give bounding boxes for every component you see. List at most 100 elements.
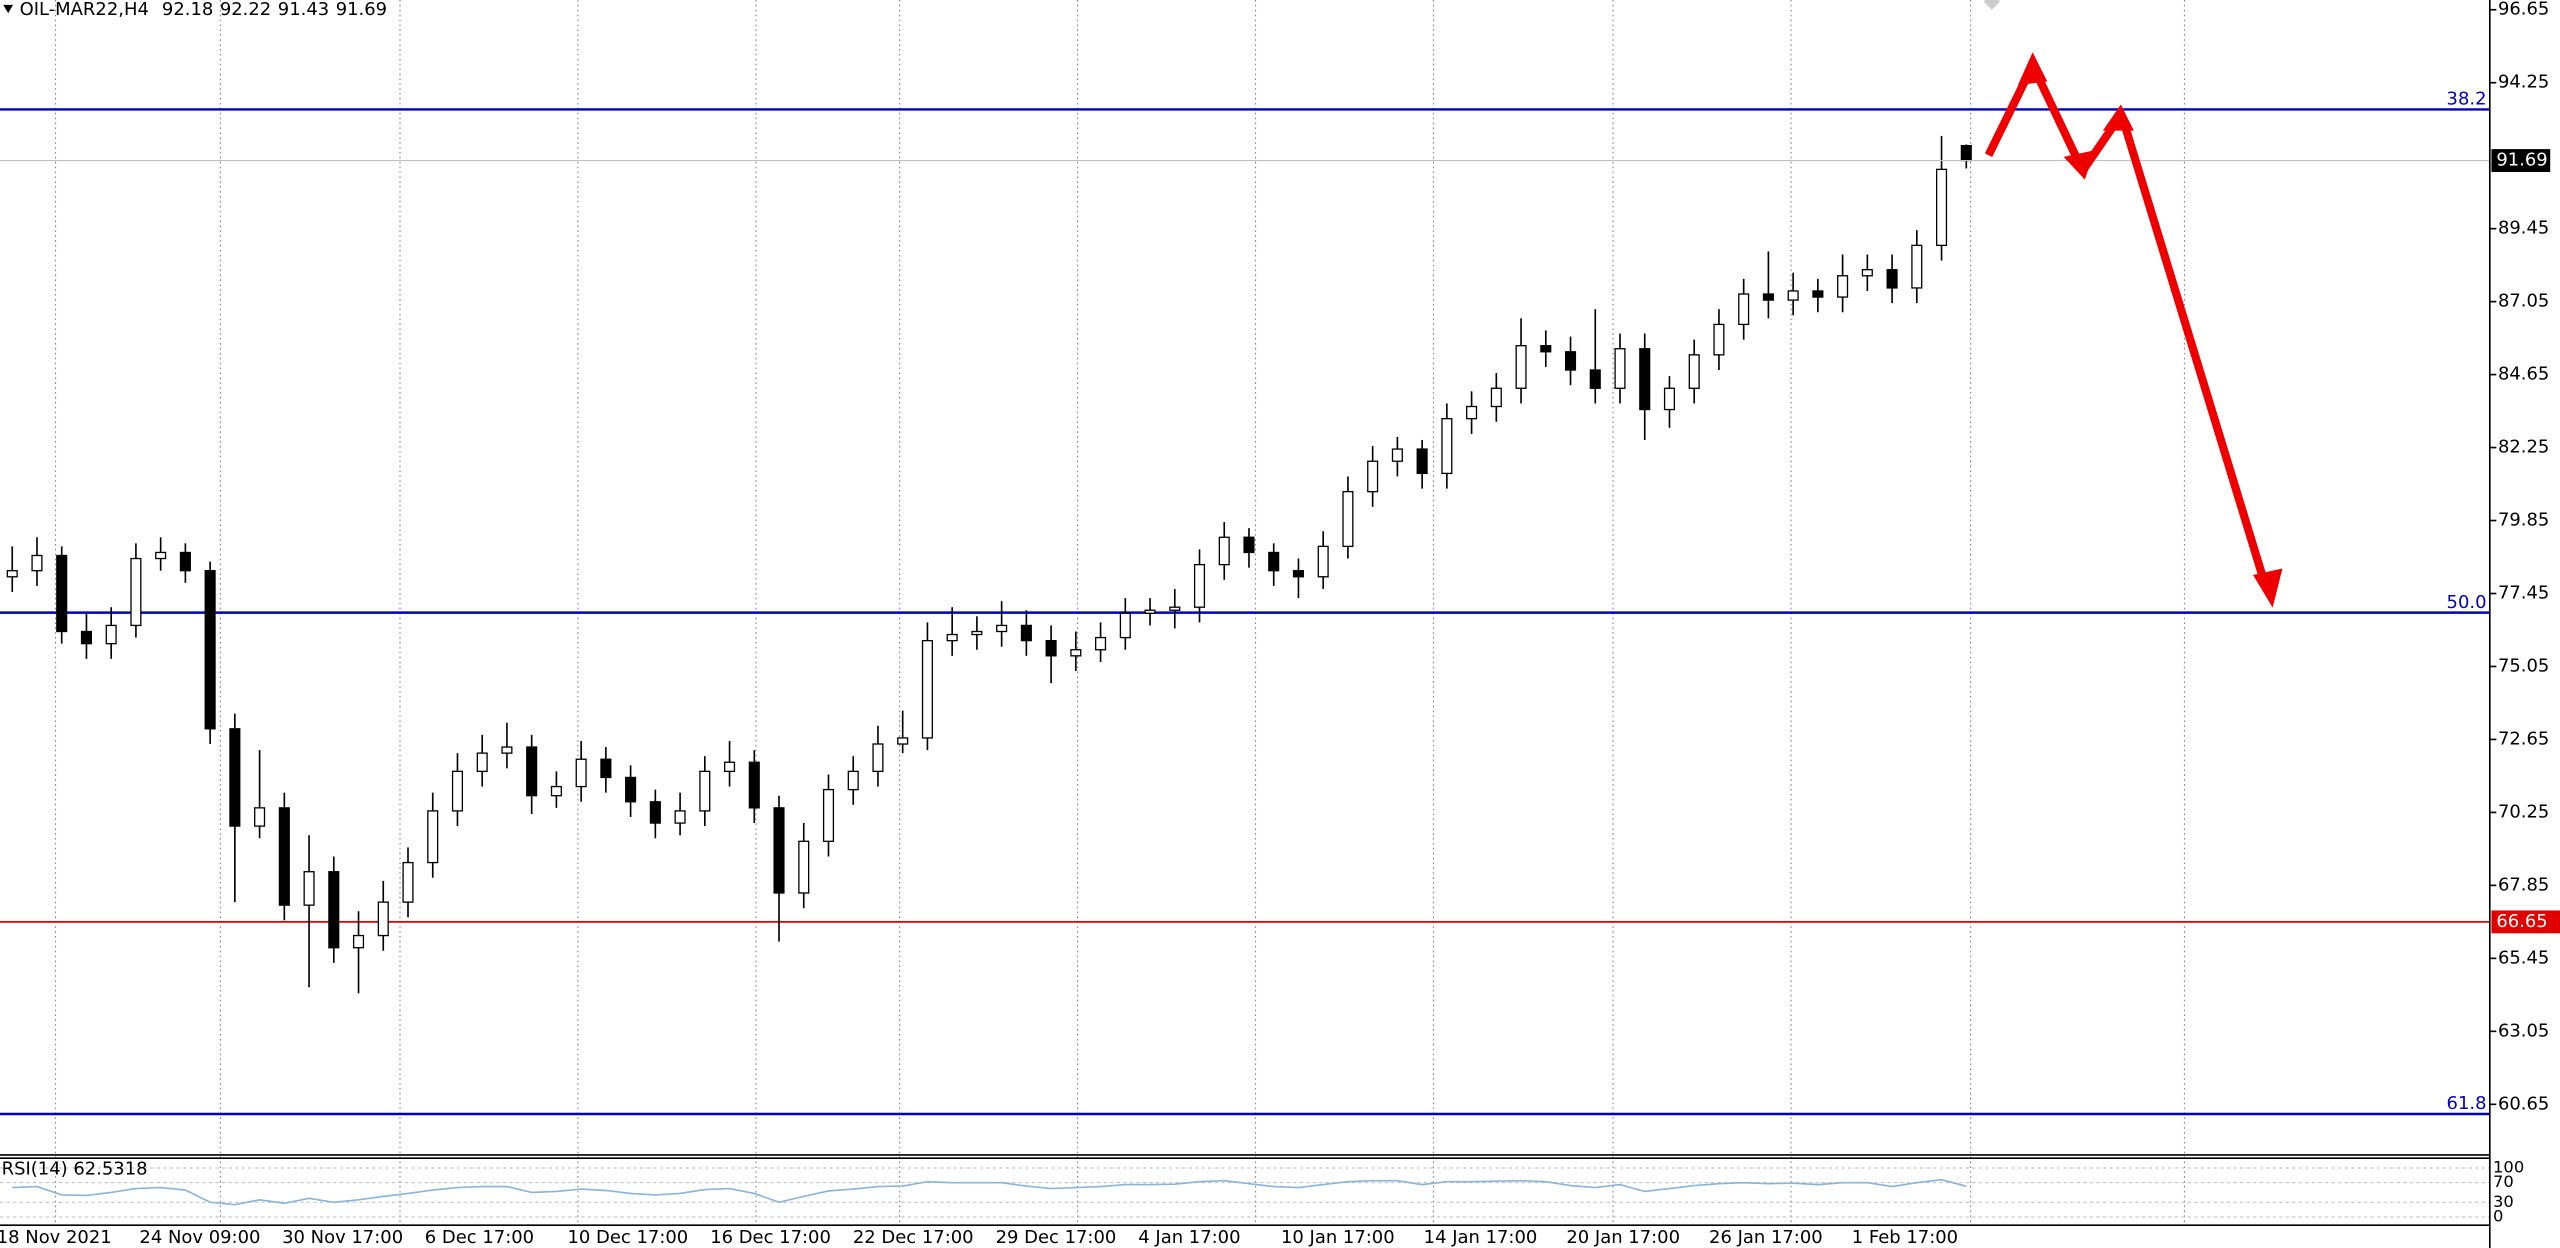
candle-body [649,801,661,824]
candle-body [1391,448,1403,462]
rsi-tick-label: 0 [2493,1206,2503,1225]
y-tick-label: 72.65 [2498,728,2549,749]
candle-body [1045,639,1057,657]
arrow [2030,66,2084,167]
candle-body [254,807,266,827]
fib-level-label: 61.8 [2447,1093,2487,1114]
header-low: 91.43 [278,0,329,20]
candle-body [1886,269,1898,289]
candle-body [451,770,464,812]
header-high: 92.22 [220,0,271,20]
candle-body [1218,536,1230,566]
y-tick-label: 89.45 [2498,218,2549,239]
candle-body [1367,460,1379,493]
candle-body [699,770,711,812]
candle-body [204,570,216,730]
candle-body [724,761,736,773]
candle-body [1935,168,1948,247]
fib-level-label: 50.0 [2447,592,2487,613]
x-tick-label: 4 Jan 17:00 [1138,1227,1240,1248]
candle-body [1490,387,1502,408]
candle-body [402,861,414,903]
candle-body [1441,418,1453,475]
candle-body [352,934,365,949]
candle-body [1564,351,1577,371]
candle-body [1960,144,1972,162]
support-label-box [2491,910,2560,934]
candle-body [773,807,785,894]
x-tick-label: 24 Nov 09:00 [139,1227,260,1248]
candle-body [946,633,958,642]
candle-body [1515,345,1527,389]
x-tick-label: 1 Feb 17:00 [1852,1227,1958,1248]
candle-body [1020,624,1032,642]
marks [0,108,2490,1206]
x-tick-label: 20 Jan 17:00 [1566,1227,1680,1248]
candle-body [1663,387,1676,411]
candle-body [80,630,93,645]
candle-body [1589,369,1601,389]
candle-body [476,752,488,773]
y-tick-label: 70.25 [2498,801,2549,822]
rsi-tick-label: 30 [2493,1192,2514,1211]
marker [1983,0,2000,10]
arrow-head [2017,52,2048,85]
candle-body [6,570,18,578]
candle-body [1762,293,1774,301]
candle-body [56,554,68,633]
candle-body [625,776,637,803]
candle-body [1614,348,1626,389]
candle-body [798,840,810,894]
candle-body [1144,609,1156,614]
candle-body [328,871,340,949]
candle-body [1119,612,1131,639]
candle-body [1812,290,1824,298]
candle-body [1738,293,1750,326]
y-tick-label: 75.05 [2498,655,2549,676]
candle-body [31,554,43,572]
candle-body [575,758,587,788]
x-tick-label: 18 Nov 2021 [0,1227,112,1248]
y-tick-label: 96.65 [2498,0,2549,20]
arrow-head [2102,104,2134,131]
current-price-box [2491,149,2551,172]
y-tick-label: 94.25 [2498,72,2549,93]
y-tick-label: 79.85 [2498,510,2549,531]
rsi-title: RSI(14) 62.5318 [2,1159,148,1180]
rsi-tick-label: 100 [2493,1157,2524,1176]
candle-body [1540,345,1552,353]
candle-body [1861,269,1873,277]
candle-body [229,728,241,827]
candle-body [674,810,686,824]
x-tick-label: 26 Jan 17:00 [1709,1227,1823,1248]
arrow-head [2063,150,2095,180]
candle-body [847,770,859,791]
candle-body [550,785,562,797]
candle-body [179,551,191,572]
candle-body [1639,348,1651,411]
candle-body [1070,649,1082,657]
x-tick-label: 22 Dec 17:00 [853,1227,974,1248]
x-tick-label: 29 Dec 17:00 [996,1227,1117,1248]
candle-body [1416,448,1428,475]
y-tick-label: 87.05 [2498,291,2549,312]
candle-body [996,624,1008,633]
y-tick-label: 67.85 [2498,874,2549,895]
candle-body [427,810,439,864]
candle-body [1268,551,1280,572]
candle-body [526,746,538,797]
rsi-line [12,1178,1967,1206]
candle-body [303,871,315,906]
candle-body [1911,244,1923,289]
candle-body [822,788,835,842]
candle-body [1713,323,1725,356]
y-tick-label: 65.45 [2498,947,2549,968]
fib-level-label: 38.2 [2447,89,2487,110]
current-price-label: 91.69 [2496,150,2547,171]
candle-body [1342,490,1354,548]
arrow-heads [2017,52,2283,608]
candle-body [377,901,389,937]
candle-body [1787,290,1799,301]
